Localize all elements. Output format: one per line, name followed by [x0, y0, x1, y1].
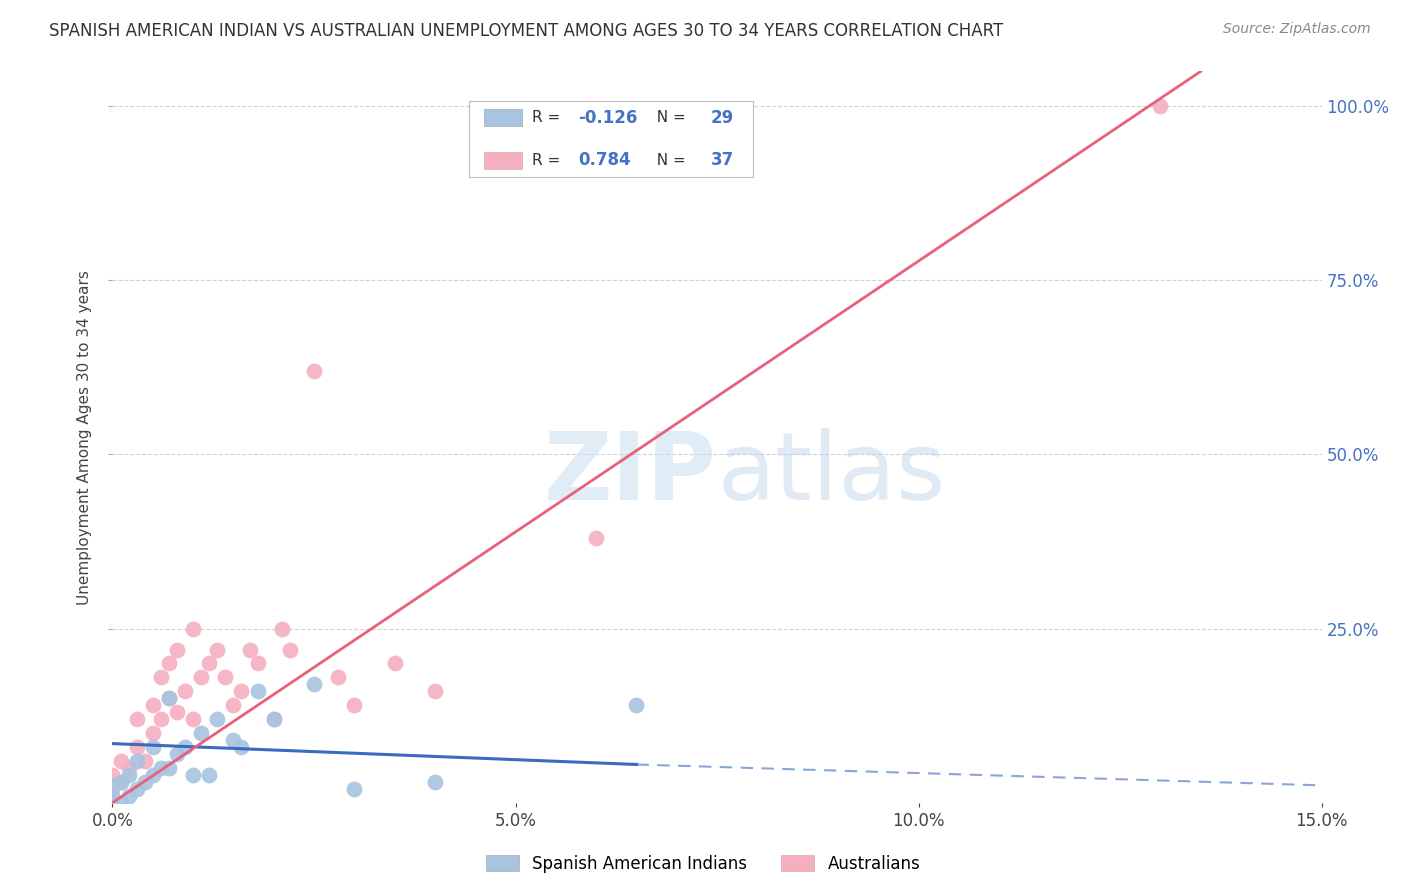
- Point: [157, 691, 180, 706]
- Point: [174, 740, 197, 755]
- Point: [101, 796, 124, 810]
- Point: [166, 747, 188, 761]
- Point: [246, 684, 269, 698]
- Point: [190, 726, 212, 740]
- Point: [101, 768, 124, 782]
- Point: [149, 670, 172, 684]
- Text: ZIP: ZIP: [544, 427, 717, 520]
- Point: [166, 642, 188, 657]
- Point: [181, 768, 204, 782]
- Text: N =: N =: [647, 153, 690, 168]
- Point: [626, 698, 648, 713]
- Point: [117, 789, 139, 803]
- Point: [125, 712, 148, 726]
- Point: [231, 684, 253, 698]
- Point: [384, 657, 406, 671]
- Point: [110, 796, 132, 810]
- Point: [214, 670, 236, 684]
- Point: [423, 775, 446, 789]
- Text: 29: 29: [711, 109, 734, 127]
- Point: [134, 754, 156, 768]
- Point: [423, 684, 446, 698]
- Point: [328, 670, 350, 684]
- Point: [207, 642, 229, 657]
- Point: [181, 622, 204, 636]
- Point: [198, 657, 221, 671]
- Text: -0.126: -0.126: [578, 109, 637, 127]
- Point: [181, 712, 204, 726]
- Point: [157, 657, 180, 671]
- Point: [142, 768, 165, 782]
- Point: [231, 740, 253, 755]
- Text: R =: R =: [531, 153, 565, 168]
- Text: 0.784: 0.784: [578, 152, 631, 169]
- Point: [585, 531, 607, 545]
- Point: [174, 684, 197, 698]
- Point: [263, 712, 285, 726]
- Point: [207, 712, 229, 726]
- Point: [125, 740, 148, 755]
- Point: [117, 761, 139, 775]
- Point: [142, 698, 165, 713]
- Y-axis label: Unemployment Among Ages 30 to 34 years: Unemployment Among Ages 30 to 34 years: [77, 269, 93, 605]
- Point: [110, 775, 132, 789]
- Point: [142, 740, 165, 755]
- Point: [278, 642, 301, 657]
- Point: [110, 754, 132, 768]
- Point: [198, 768, 221, 782]
- Point: [263, 712, 285, 726]
- Text: SPANISH AMERICAN INDIAN VS AUSTRALIAN UNEMPLOYMENT AMONG AGES 30 TO 34 YEARS COR: SPANISH AMERICAN INDIAN VS AUSTRALIAN UN…: [49, 22, 1004, 40]
- Point: [222, 733, 245, 747]
- Bar: [484, 109, 523, 126]
- Point: [222, 698, 245, 713]
- Point: [134, 775, 156, 789]
- Point: [101, 781, 124, 796]
- Text: N =: N =: [647, 110, 690, 125]
- Point: [101, 789, 124, 803]
- Point: [166, 705, 188, 719]
- Text: Source: ZipAtlas.com: Source: ZipAtlas.com: [1223, 22, 1371, 37]
- Point: [149, 712, 172, 726]
- Point: [117, 768, 139, 782]
- Point: [149, 761, 172, 775]
- Point: [125, 754, 148, 768]
- Point: [110, 775, 132, 789]
- Point: [1149, 99, 1171, 113]
- Point: [157, 761, 180, 775]
- Legend: Spanish American Indians, Australians: Spanish American Indians, Australians: [479, 848, 927, 880]
- Point: [302, 677, 325, 691]
- Text: 37: 37: [711, 152, 734, 169]
- Text: R =: R =: [531, 110, 565, 125]
- Bar: [470, 101, 754, 178]
- Point: [270, 622, 292, 636]
- Bar: [484, 152, 523, 169]
- Point: [302, 364, 325, 378]
- Point: [125, 781, 148, 796]
- Point: [190, 670, 212, 684]
- Point: [157, 691, 180, 706]
- Point: [238, 642, 260, 657]
- Text: atlas: atlas: [717, 427, 945, 520]
- Point: [101, 778, 124, 792]
- Point: [246, 657, 269, 671]
- Point: [343, 781, 366, 796]
- Point: [142, 726, 165, 740]
- Point: [343, 698, 366, 713]
